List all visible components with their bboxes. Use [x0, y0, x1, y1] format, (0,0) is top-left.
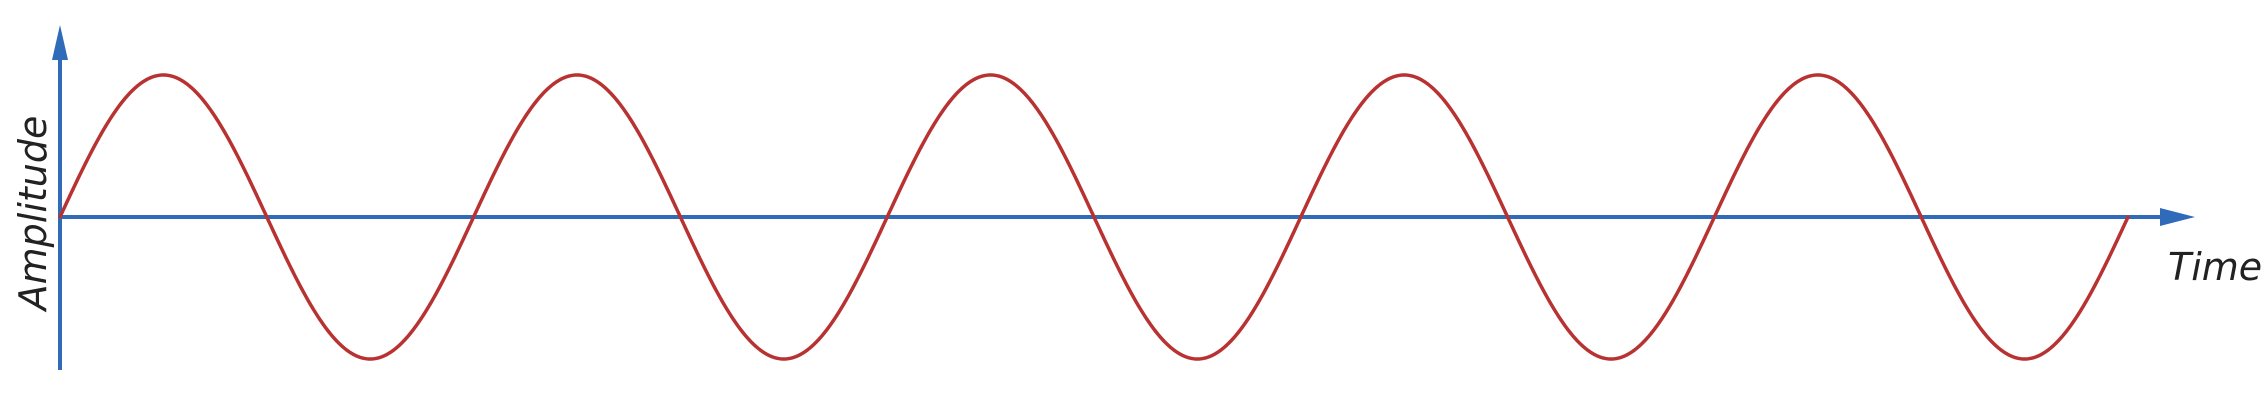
amplitude-axis-label: Amplitude: [11, 116, 55, 314]
time-axis-arrowhead: [2160, 208, 2195, 226]
sine-wave: [58, 73, 2130, 361]
axes: [52, 25, 2195, 370]
time-axis-label: Time: [2168, 245, 2262, 289]
amplitude-axis-arrowhead: [52, 25, 68, 60]
